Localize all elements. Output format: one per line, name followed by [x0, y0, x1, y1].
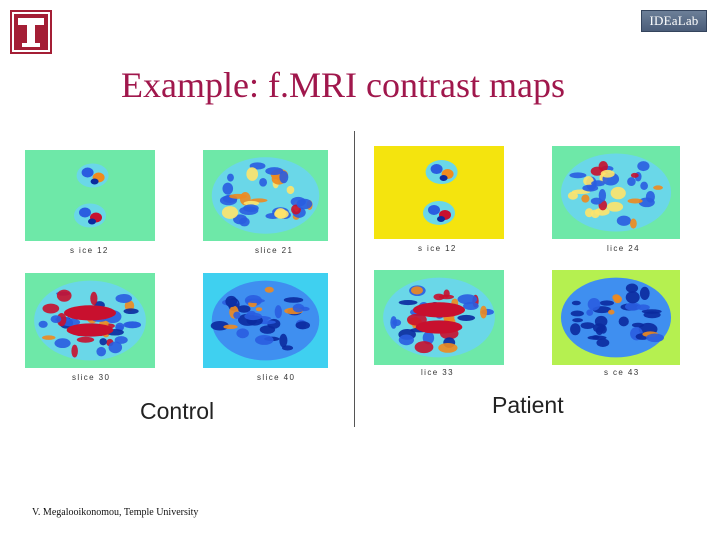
slice-label-control-12: s ice 12 — [70, 246, 109, 255]
panel-patient-slice-43 — [552, 270, 680, 365]
slice-label-patient-43: s ce 43 — [604, 368, 640, 377]
panel-patient-slice-33 — [374, 270, 504, 365]
idealab-logo: IDEaLab — [641, 10, 707, 32]
group-label-control: Control — [140, 398, 215, 424]
contrast-map-control-slice-12 — [25, 150, 155, 241]
slice-label-patient-24: lice 24 — [607, 244, 640, 253]
footer-author: V. Megalooikonomou, Temple University — [32, 507, 199, 518]
temple-logo — [10, 10, 52, 54]
panel-control-slice-40 — [203, 273, 328, 368]
slice-label-control-21: slice 21 — [255, 246, 294, 255]
contrast-map-patient-slice-24 — [552, 146, 680, 239]
panel-control-slice-30 — [25, 273, 155, 368]
panel-patient-slice-12 — [374, 146, 504, 239]
group-label-patient: Patient — [492, 392, 564, 418]
panel-control-slice-12 — [25, 150, 155, 241]
contrast-map-patient-slice-12 — [374, 146, 504, 239]
temple-t-icon — [10, 10, 52, 54]
panel-patient-slice-24 — [552, 146, 680, 239]
slide-title: Example: f.MRI contrast maps — [121, 65, 565, 105]
contrast-map-patient-slice-43 — [552, 270, 680, 365]
panel-control-slice-21 — [203, 150, 328, 241]
slice-label-patient-12: s ice 12 — [418, 244, 457, 253]
slice-label-patient-33: lice 33 — [421, 368, 454, 377]
contrast-map-control-slice-40 — [203, 273, 328, 368]
contrast-map-control-slice-21 — [203, 150, 328, 241]
slice-label-control-40: slice 40 — [257, 373, 296, 382]
contrast-map-patient-slice-33 — [374, 270, 504, 365]
group-divider — [354, 131, 355, 427]
slice-label-control-30: slice 30 — [72, 373, 111, 382]
contrast-map-control-slice-30 — [25, 273, 155, 368]
